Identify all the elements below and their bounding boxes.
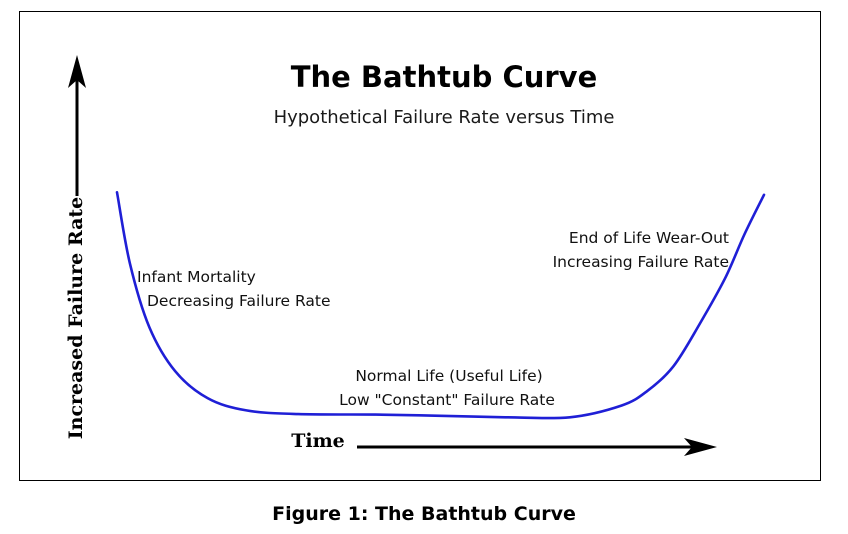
- x-axis: Time: [291, 430, 717, 456]
- chart-title: The Bathtub Curve: [291, 60, 598, 94]
- y-axis: Increased Failure Rate: [65, 55, 87, 439]
- annotation-normal-life: Normal Life (Useful Life) Low "Constant"…: [339, 367, 555, 409]
- failure-rate-curve: [115, 191, 766, 420]
- annotation-infant-mortality: Infant Mortality Decreasing Failure Rate: [137, 268, 331, 310]
- y-axis-label: Increased Failure Rate: [65, 197, 87, 440]
- x-axis-arrowhead: [684, 438, 717, 456]
- chart-frame: [19, 11, 821, 481]
- annotation-infant-line-1: Infant Mortality: [137, 268, 256, 286]
- y-axis-arrowhead: [68, 55, 86, 88]
- annotation-infant-line-2: Decreasing Failure Rate: [147, 292, 331, 310]
- annotation-normal-line-1: Normal Life (Useful Life): [355, 367, 542, 385]
- chart-subtitle: Hypothetical Failure Rate versus Time: [274, 107, 615, 128]
- annotation-wearout-line-1: End of Life Wear-Out: [569, 229, 729, 247]
- figure-caption: Figure 1: The Bathtub Curve: [272, 503, 576, 525]
- annotation-wear-out: End of Life Wear-Out Increasing Failure …: [553, 229, 729, 271]
- x-axis-label: Time: [291, 430, 345, 452]
- annotation-normal-line-2: Low "Constant" Failure Rate: [339, 391, 555, 409]
- annotation-wearout-line-2: Increasing Failure Rate: [553, 253, 729, 271]
